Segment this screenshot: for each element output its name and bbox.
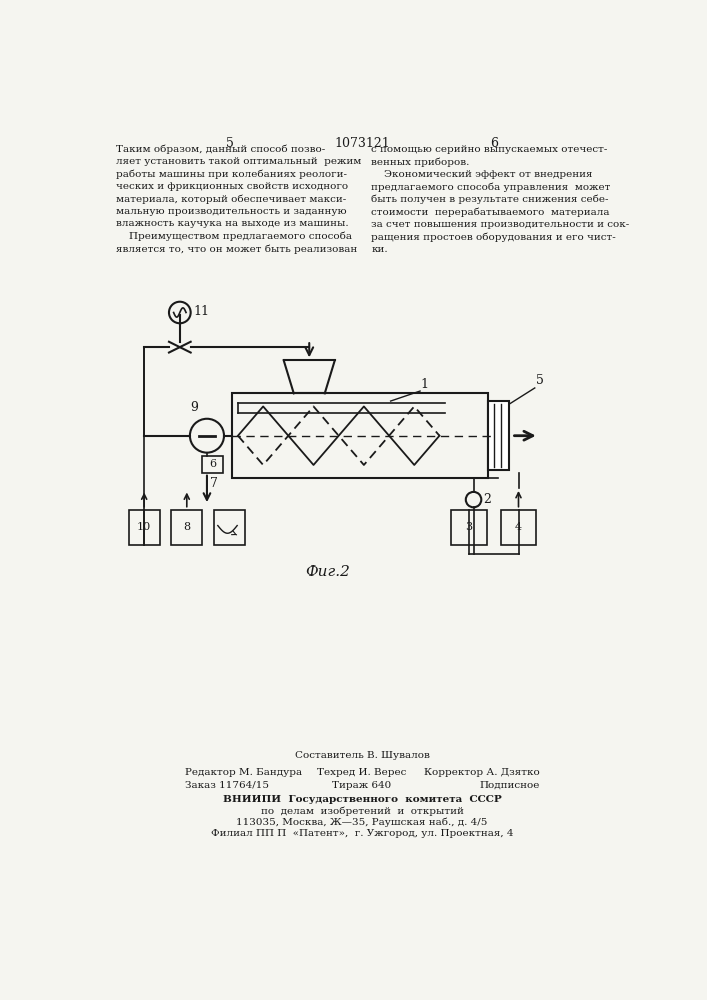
Text: 5: 5 [537,374,544,387]
Text: Техред И. Верес: Техред И. Верес [317,768,407,777]
Text: 8: 8 [183,522,190,532]
Text: по  делам  изобретений  и  открытий: по делам изобретений и открытий [260,806,463,816]
Bar [201,456,223,473]
Text: Таким образом, данный способ позво-
ляет установить такой оптимальный  режим
раб: Таким образом, данный способ позво- ляет… [115,145,361,254]
Text: 6: 6 [209,459,216,469]
Text: 11: 11 [193,305,209,318]
Text: Корректор А. Дзятко: Корректор А. Дзятко [423,768,539,777]
Text: ВНИИПИ  Государственного  комитета  СССР: ВНИИПИ Государственного комитета СССР [223,795,501,804]
Text: с помощью серийно выпускаемых отечест-
венных приборов.
    Экономический эффект: с помощью серийно выпускаемых отечест- в… [371,145,629,254]
Text: Филиал ПП П  «Патент»,  г. Ужгород, ул. Проектная, 4: Филиал ПП П «Патент», г. Ужгород, ул. Пр… [211,829,513,838]
Text: Заказ 11764/15: Заказ 11764/15 [185,781,269,790]
Text: 2: 2 [484,493,491,506]
Text: 6: 6 [491,137,498,150]
Bar [451,510,486,545]
Bar [129,510,160,545]
Text: Фиг.2: Фиг.2 [305,565,350,579]
Bar [501,510,537,545]
Text: Составитель В. Шувалов: Составитель В. Шувалов [295,751,429,760]
Text: 5: 5 [226,137,234,150]
Text: 1073121: 1073121 [334,137,390,150]
Bar [232,393,488,478]
Text: 4: 4 [515,522,522,532]
Text: 9: 9 [191,401,199,414]
Bar [214,510,245,545]
Text: 10: 10 [137,522,151,532]
Text: 3: 3 [465,522,472,532]
Bar [171,510,202,545]
Text: 1: 1 [420,378,428,391]
Bar [488,401,509,470]
Text: Редактор М. Бандура: Редактор М. Бандура [185,768,303,777]
Text: 7: 7 [210,477,218,490]
Text: Подписное: Подписное [479,781,539,790]
Text: Тираж 640: Тираж 640 [332,781,392,790]
Text: 113035, Москва, Ж—35, Раушская наб., д. 4/5: 113035, Москва, Ж—35, Раушская наб., д. … [236,818,488,827]
